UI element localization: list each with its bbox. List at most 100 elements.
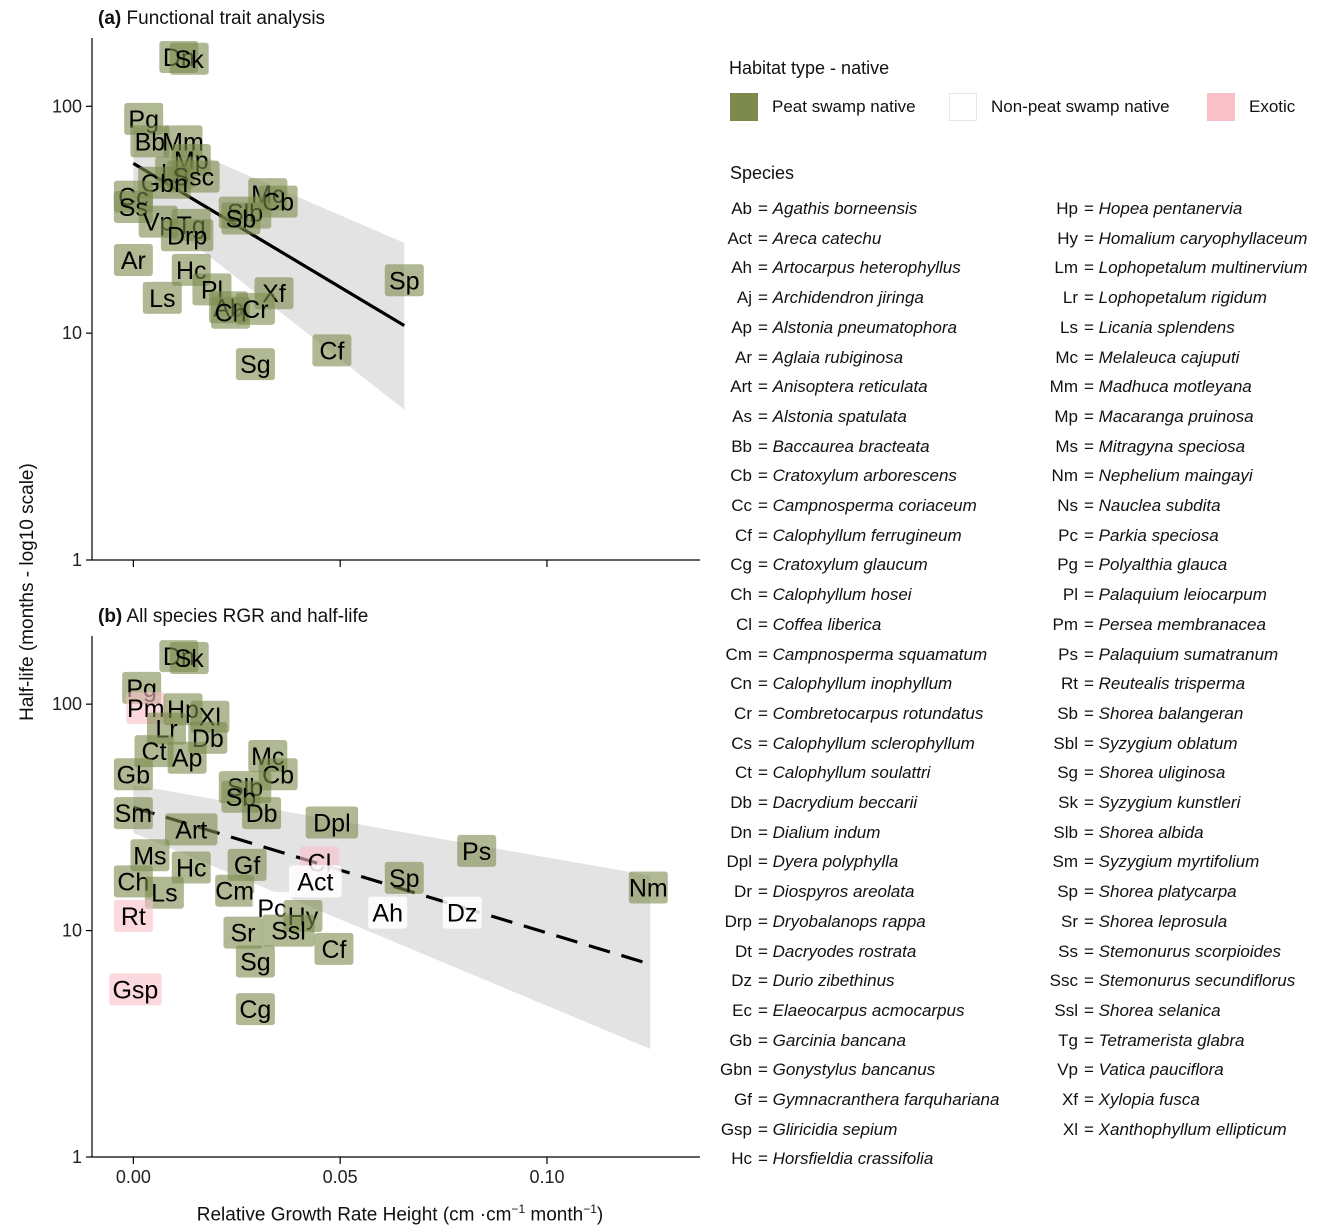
point-label-sp: Sp	[384, 861, 424, 894]
point-label-gsp: Gsp	[109, 973, 162, 1006]
x-tick-label: 0.10	[529, 1167, 564, 1187]
point-label-sk: Sk	[169, 42, 209, 75]
point-label-text: Sb	[226, 206, 257, 234]
species-equals: = Aglaia rubiginosa	[758, 347, 904, 367]
y-axis-label: Half-life (months - log10 scale)	[17, 463, 38, 721]
y-tick-label: 1	[72, 550, 82, 570]
species-code: Lm	[1054, 258, 1078, 278]
point-label-sb: Sb	[221, 202, 261, 235]
species-row-ns: Ns = Nauclea subdita	[1040, 495, 1220, 517]
species-legend-title: Species	[730, 163, 795, 183]
species-code: Ap	[731, 317, 752, 337]
point-label-text: Ar	[121, 247, 146, 275]
species-equals: = Combretocarpus rotundatus	[758, 703, 984, 723]
point-label-box	[144, 876, 184, 909]
point-label-box	[165, 813, 218, 846]
point-label-sg: Sg	[235, 348, 275, 381]
species-name: Licania splendens	[1098, 317, 1235, 337]
species-name: Palaquium sumatranum	[1098, 644, 1279, 664]
species-equals: = Campnosperma coriaceum	[758, 496, 977, 515]
species-equals: = Horsfieldia crassifolia	[758, 1149, 934, 1169]
species-equals: = Parkia speciosa	[1084, 525, 1219, 545]
species-code: Rt	[1061, 674, 1078, 694]
point-label-cr: Cr	[235, 292, 275, 325]
species-code: Cf	[735, 525, 752, 545]
species-name: Tetramerista glabra	[1098, 1030, 1245, 1050]
species-equals: = Calophyllum ferrugineum	[758, 525, 962, 545]
point-label-box	[235, 945, 275, 978]
point-label-text: Dpl	[313, 810, 351, 838]
species-row-tg: Tg = Tetramerista glabra	[1040, 1030, 1244, 1052]
y-tick-label: 100	[52, 96, 82, 116]
species-equals: = Cratoxylum arborescens	[758, 466, 957, 486]
legend-item-exotic: Exotic	[1207, 92, 1295, 122]
species-equals: = Lophopetalum rigidum	[1084, 288, 1267, 308]
point-label-box	[142, 281, 182, 314]
species-code: Cm	[725, 644, 752, 664]
species-row-pc: Pc = Parkia speciosa	[1040, 525, 1219, 547]
point-label-text: Act	[297, 868, 333, 896]
species-row-ss: Ss = Stemonurus scorpioides	[1040, 941, 1281, 963]
point-label-box	[169, 42, 209, 75]
species-equals: = Diospyros areolata	[758, 882, 915, 902]
point-label-drp: Drp	[160, 219, 214, 252]
species-row-xf: Xf = Xylopia fusca	[1040, 1089, 1200, 1111]
species-equals: = Shorea uliginosa	[1084, 763, 1226, 783]
species-row-hp: Hp = Hopea pentanervia	[1040, 198, 1242, 220]
species-equals: = Homalium caryophyllaceum	[1084, 228, 1308, 248]
point-label-ls: Ls	[142, 281, 182, 314]
species-row-aj: Aj = Archidendron jiringa	[720, 287, 924, 309]
y-tick-label: 10	[62, 921, 82, 941]
point-label-text: Drp	[167, 222, 207, 250]
species-row-ls: Ls = Licania splendens	[1040, 317, 1235, 339]
point-label-text: Ah	[372, 900, 403, 928]
point-label-text: Dz	[447, 900, 478, 928]
species-row-dz: Dz = Durio zibethinus	[720, 970, 894, 992]
point-label-text: Sk	[175, 645, 205, 673]
species-equals: = Nephelium maingayi	[1084, 466, 1253, 486]
species-name: Artocarpus heterophyllus	[772, 258, 961, 278]
species-name: Calophyllum inophyllum	[772, 674, 953, 694]
species-row-hy: Hy = Homalium caryophyllaceum	[1040, 228, 1307, 250]
point-label-box	[171, 851, 211, 884]
species-name: Shorea albida	[1098, 822, 1204, 842]
species-code: Ch	[730, 585, 752, 605]
point-label-box	[442, 896, 482, 929]
species-row-sk: Sk = Syzygium kunstleri	[1040, 792, 1240, 814]
species-row-sg: Sg = Shorea uliginosa	[1040, 762, 1225, 784]
species-equals: = Gymnacranthera farquhariana	[758, 1090, 1000, 1109]
species-code: Sm	[1052, 852, 1079, 872]
point-label-bb: Bb	[130, 125, 170, 158]
species-code: Mc	[1055, 347, 1078, 367]
species-code: Ssc	[1049, 971, 1078, 991]
species-code: Cc	[731, 496, 752, 515]
species-row-ct: Ct = Calophyllum soulattri	[720, 762, 930, 784]
species-name: Xanthophyllum ellipticum	[1098, 1119, 1287, 1139]
point-label-box	[262, 914, 315, 947]
species-name: Lophopetalum multinervium	[1098, 258, 1308, 278]
point-label-text: Sg	[240, 351, 271, 379]
legend-swatch-nonpeat	[949, 93, 977, 121]
x-axis-label-main: Relative Growth Rate Height (cm ·cm	[196, 1204, 512, 1226]
point-label-text: Art	[175, 816, 207, 844]
species-name: Xylopia fusca	[1098, 1090, 1200, 1109]
species-name: Shorea balangeran	[1098, 703, 1244, 723]
species-code: Sbl	[1053, 733, 1078, 753]
point-label-text: Ssl	[271, 918, 306, 946]
species-name: Diospyros areolata	[772, 882, 915, 902]
species-row-lm: Lm = Lophopetalum multinervium	[1040, 257, 1308, 279]
y-tick-label: 100	[52, 694, 82, 714]
species-equals: = Melaleuca cajuputi	[1084, 347, 1240, 367]
x-axis-label-sup1: −1	[511, 1202, 526, 1216]
species-equals: = Palaquium leiocarpum	[1084, 585, 1267, 605]
species-code: Ab	[731, 199, 752, 218]
species-row-cm: Cm = Campnosperma squamatum	[720, 644, 988, 666]
species-name: Calophyllum ferrugineum	[772, 525, 962, 545]
point-label-ar: Ar	[113, 244, 153, 277]
species-code: Act	[727, 228, 752, 248]
species-name: Shorea platycarpa	[1098, 882, 1237, 902]
point-label-box	[113, 758, 153, 791]
point-label-box	[289, 865, 342, 898]
species-name: Horsfieldia crassifolia	[772, 1149, 934, 1169]
species-name: Dyera polyphylla	[772, 852, 899, 872]
